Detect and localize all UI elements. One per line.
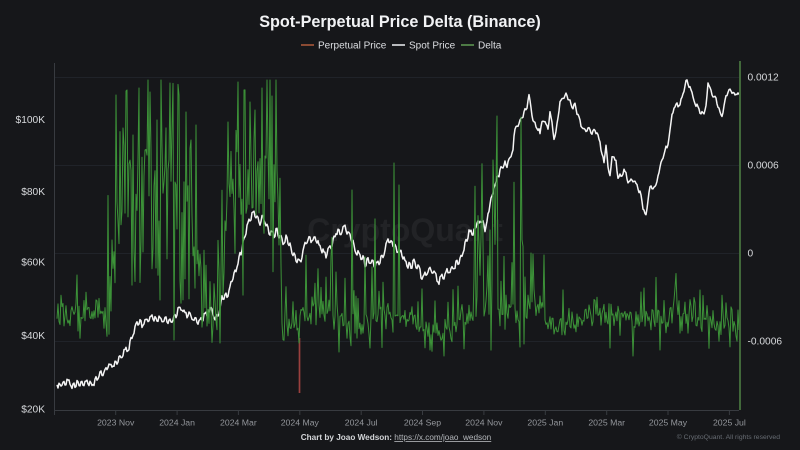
svg-text:2025 May: 2025 May [649, 418, 688, 428]
svg-text:© CryptoQuant. All rights rese: © CryptoQuant. All rights reserved [677, 433, 780, 441]
svg-text:2024 Sep: 2024 Sep [404, 418, 441, 428]
svg-text:-0.0006: -0.0006 [748, 337, 783, 348]
svg-text:$40K: $40K [21, 331, 45, 342]
svg-text:2023 Nov: 2023 Nov [97, 418, 135, 428]
svg-text:Chart by Joao Wedson: https://: Chart by Joao Wedson: https://x.com/joao… [301, 433, 492, 442]
svg-text:2025 Mar: 2025 Mar [588, 418, 625, 428]
svg-text:Delta: Delta [478, 41, 502, 52]
svg-text:0.0006: 0.0006 [748, 161, 779, 172]
svg-text:Spot-Perpetual Price Delta (Bi: Spot-Perpetual Price Delta (Binance) [259, 13, 541, 31]
svg-text:2024 Mar: 2024 Mar [220, 418, 257, 428]
svg-text:Perpetual Price: Perpetual Price [318, 41, 387, 52]
svg-text:2025 Jan: 2025 Jan [527, 418, 563, 428]
svg-text:$20K: $20K [21, 405, 45, 416]
svg-text:2025 Jul: 2025 Jul [713, 418, 746, 428]
svg-text:2024 May: 2024 May [281, 418, 320, 428]
svg-text:$80K: $80K [21, 187, 45, 198]
svg-text:0: 0 [748, 249, 754, 260]
svg-text:2024 Jul: 2024 Jul [345, 418, 378, 428]
svg-text:2024 Nov: 2024 Nov [465, 418, 503, 428]
svg-text:$100K: $100K [16, 115, 46, 126]
svg-text:2024 Jan: 2024 Jan [159, 418, 195, 428]
svg-text:$60K: $60K [21, 258, 45, 269]
svg-text:Spot Price: Spot Price [409, 41, 456, 52]
svg-text:0.0012: 0.0012 [748, 73, 779, 84]
